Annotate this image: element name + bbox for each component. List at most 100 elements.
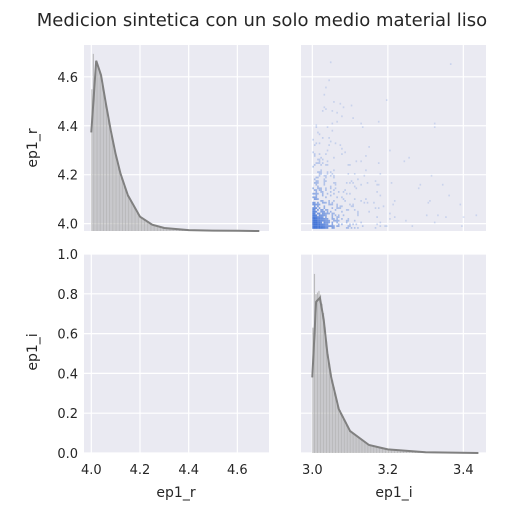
joint-cell [315,126,318,128]
joint-cell [475,214,478,217]
joint-cell [313,223,316,226]
joint-cell [318,223,321,226]
joint-cell [366,201,369,204]
joint-cell [350,104,353,107]
hist-bar [130,201,132,231]
hist-bar [135,209,137,231]
joint-cell [317,205,319,208]
joint-cell [345,209,348,211]
joint-cell [373,201,375,204]
joint-cell [389,218,391,220]
joint-cell [317,192,319,195]
joint-cell [320,225,322,227]
joint-cell [385,225,388,227]
joint-cell [321,212,324,215]
ep1_i-diag-background [301,254,486,453]
joint-cell [313,210,316,213]
chart-title: Medicion sintetica con un solo medio mat… [37,10,487,31]
hist-bar [374,446,376,453]
joint-cell [433,126,436,128]
joint-cell [312,221,314,224]
joint-cell [326,218,329,220]
kde-line [311,295,479,454]
joint-cell [312,223,314,226]
joint-cell [433,122,436,125]
hist-bar [354,434,356,453]
joint-cell [353,209,356,211]
joint-cell [315,198,318,200]
joint-cell [347,173,350,175]
y-tick-label-density: 0.2 [57,407,78,422]
joint-cell [368,210,370,213]
joint-cell [366,182,369,184]
joint-cell [361,126,364,128]
empty-background [84,254,269,453]
joint-cell [312,203,314,206]
joint-cell [393,200,396,202]
joint-cell [347,209,350,211]
joint-cell [325,201,327,204]
joint-cell [336,218,338,220]
joint-cell [417,187,420,190]
joint-cell [377,183,380,186]
hist-bar [140,217,143,231]
joint-cell [337,225,340,227]
joint-cell [326,149,329,152]
hist-bar [154,225,156,231]
hist-bar [121,180,124,231]
joint-cell [333,219,335,222]
hist-bar [383,448,385,453]
joint-cell [312,218,314,220]
joint-cell [323,183,326,186]
joint-cell [325,153,327,155]
y-tick-label-density: 1.0 [57,248,78,263]
hist-bar [104,99,106,231]
joint-cell [321,227,324,229]
joint-cell [353,198,356,200]
hist-bar [384,448,387,453]
joint-cell [363,174,366,177]
joint-cell [317,225,319,227]
joint-cell [321,192,324,195]
joint-cell [350,227,353,229]
joint-cell [315,180,318,182]
joint-cell [321,200,324,202]
x-tick-label-ep1_r: 4.6 [227,463,248,478]
joint-cell [344,151,346,154]
hist-bar [402,450,405,453]
joint-cell [320,210,322,213]
joint-cell [315,182,318,184]
hist-bar [170,228,172,231]
y-tick-label-density: 0.6 [57,328,78,343]
joint-cell [315,223,318,226]
hist-bar [146,221,148,231]
joint-cell [325,223,327,226]
joint-cell [449,63,452,65]
joint-cell [360,200,362,202]
joint-cell [325,180,327,182]
joint-cell [326,221,329,224]
joint-cell [329,171,332,173]
hist-bar [344,419,346,453]
joint-cell [326,223,329,226]
joint-cell [317,131,319,134]
hist-bar [173,228,175,231]
hist-bar [333,386,335,453]
joint-cell [323,182,326,184]
joint-cell [337,191,340,193]
joint-cell [357,214,359,217]
joint-cell [342,198,345,200]
joint-cell [315,142,318,145]
joint-cell [329,187,332,190]
hist-bar [395,449,397,453]
joint-cell [313,153,316,155]
joint-cell [318,160,321,163]
hist-bar [120,175,122,231]
joint-cell [333,182,335,184]
x-axis-label-ep1_r: ep1_r [156,485,195,501]
joint-cell [313,178,316,181]
y-tick-label-ep1_r: 4.0 [57,218,78,233]
joint-cell [350,205,353,208]
hist-bar [399,450,402,453]
joint-cell [321,201,324,204]
